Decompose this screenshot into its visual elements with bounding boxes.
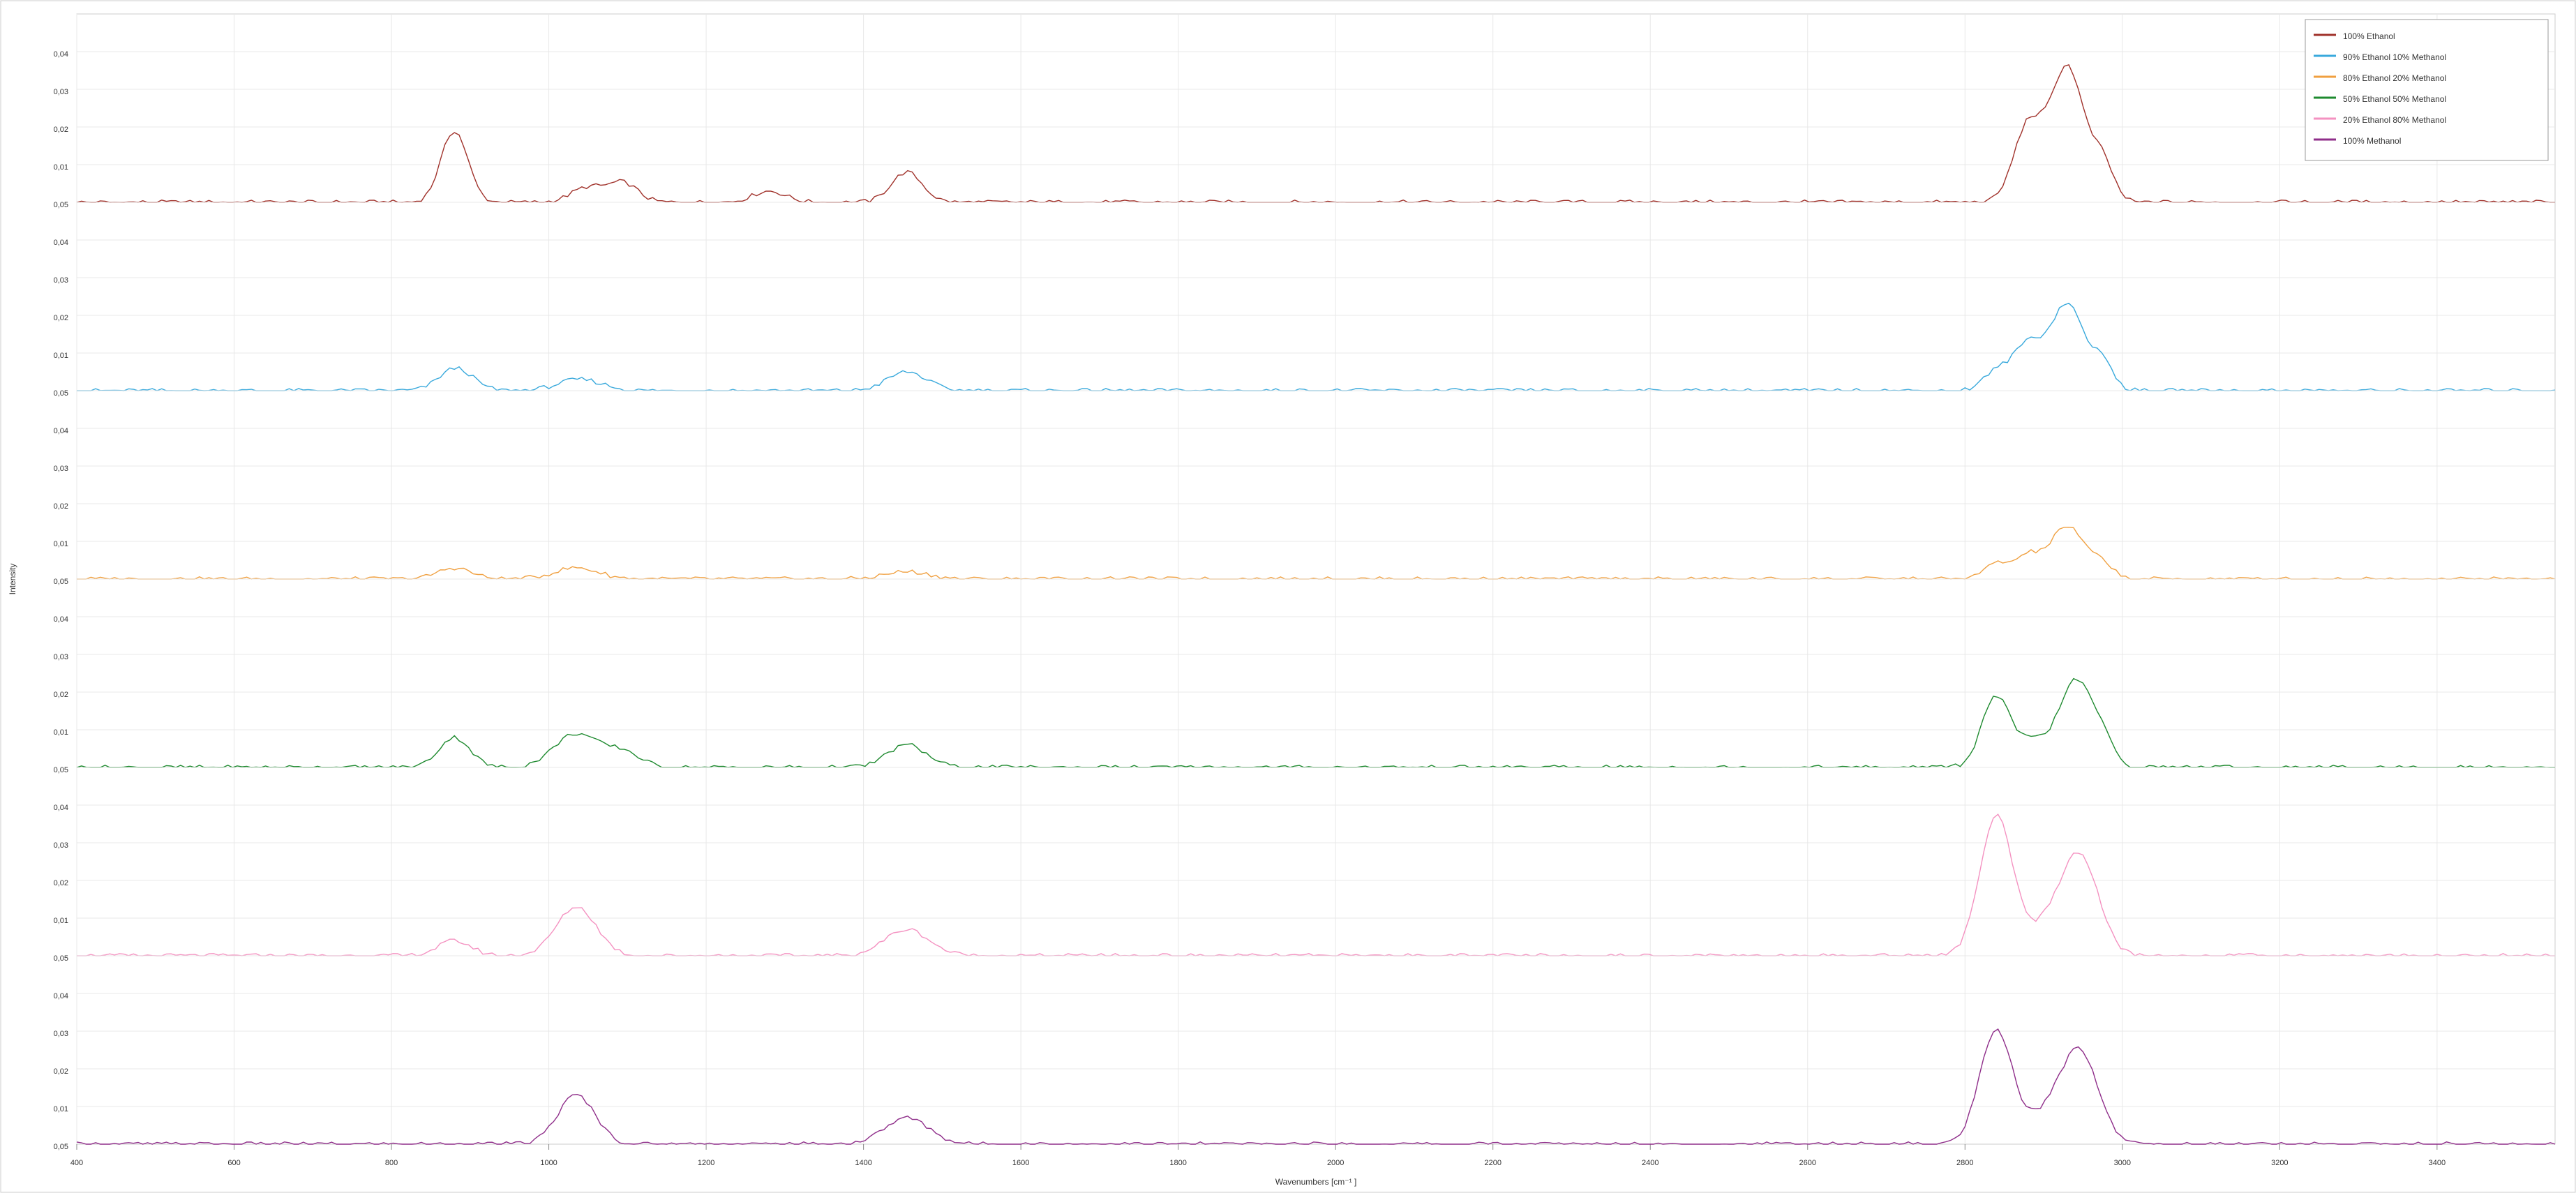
svg-text:Wavenumbers [cm⁻¹ ]: Wavenumbers [cm⁻¹ ] (1275, 1177, 1357, 1187)
svg-text:0,05: 0,05 (54, 389, 68, 398)
legend: 100% Ethanol 90% Ethanol 10% Methanol 80% … (2305, 20, 2548, 160)
svg-text:0,04: 0,04 (54, 239, 68, 247)
svg-text:0,01: 0,01 (54, 540, 68, 548)
svg-text:0,03: 0,03 (54, 653, 68, 661)
svg-text:0,01: 0,01 (54, 352, 68, 360)
svg-text:0,04: 0,04 (54, 615, 68, 624)
svg-text:2400: 2400 (1642, 1159, 1658, 1167)
svg-text:2800: 2800 (1956, 1159, 1973, 1167)
svg-text:0,02: 0,02 (54, 1067, 68, 1076)
svg-text:2000: 2000 (1327, 1159, 1344, 1167)
svg-text:800: 800 (385, 1159, 398, 1167)
legend-label-eth100: 100% Ethanol (2343, 31, 2395, 41)
svg-text:2200: 2200 (1484, 1159, 1501, 1167)
svg-text:1400: 1400 (855, 1159, 871, 1167)
svg-text:0,03: 0,03 (54, 88, 68, 96)
svg-text:0,01: 0,01 (54, 163, 68, 172)
svg-text:0,05: 0,05 (54, 578, 68, 586)
svg-text:0,03: 0,03 (54, 276, 68, 285)
svg-text:0,02: 0,02 (54, 879, 68, 887)
svg-text:2600: 2600 (1799, 1159, 1816, 1167)
svg-text:600: 600 (227, 1159, 240, 1167)
chart-svg: 400 600 800 1000 1200 1400 1600 1800 2000 2200 240… (0, 0, 2576, 1193)
svg-text:Intensity: Intensity (8, 564, 17, 595)
svg-text:0,05: 0,05 (54, 1143, 68, 1151)
svg-text:0,02: 0,02 (54, 314, 68, 322)
svg-text:3200: 3200 (2271, 1159, 2288, 1167)
svg-text:0,01: 0,01 (54, 728, 68, 737)
svg-text:0,01: 0,01 (54, 917, 68, 925)
svg-text:0,03: 0,03 (54, 1030, 68, 1038)
legend-label-eth50: 50% Ethanol 50% Methanol (2343, 94, 2446, 104)
svg-text:0,04: 0,04 (54, 804, 68, 812)
legend-label-eth90: 90% Ethanol 10% Methanol (2343, 52, 2446, 62)
legend-label-eth20: 20% Ethanol 80% Methanol (2343, 115, 2446, 125)
svg-text:0,02: 0,02 (54, 691, 68, 699)
svg-text:0,02: 0,02 (54, 502, 68, 511)
svg-text:400: 400 (70, 1159, 83, 1167)
svg-text:0,04: 0,04 (54, 50, 68, 59)
svg-text:0,05: 0,05 (54, 766, 68, 774)
svg-text:0,03: 0,03 (54, 465, 68, 473)
svg-text:1200: 1200 (698, 1159, 714, 1167)
svg-text:0,01: 0,01 (54, 1105, 68, 1113)
svg-text:3400: 3400 (2429, 1159, 2446, 1167)
svg-text:0,03: 0,03 (54, 841, 68, 850)
svg-text:3000: 3000 (2114, 1159, 2131, 1167)
svg-text:1600: 1600 (1012, 1159, 1029, 1167)
svg-text:1000: 1000 (540, 1159, 557, 1167)
legend-label-meth100: 100% Methanol (2343, 136, 2401, 146)
spectra-chart: 400 600 800 1000 1200 1400 1600 1800 2000 2200 240… (0, 0, 2576, 1193)
svg-text:0,05: 0,05 (54, 954, 68, 963)
svg-text:0,04: 0,04 (54, 427, 68, 435)
svg-text:0,02: 0,02 (54, 126, 68, 134)
legend-label-eth80: 80% Ethanol 20% Methanol (2343, 73, 2446, 83)
svg-text:0,04: 0,04 (54, 992, 68, 1000)
svg-text:0,05: 0,05 (54, 201, 68, 209)
svg-text:1800: 1800 (1169, 1159, 1186, 1167)
